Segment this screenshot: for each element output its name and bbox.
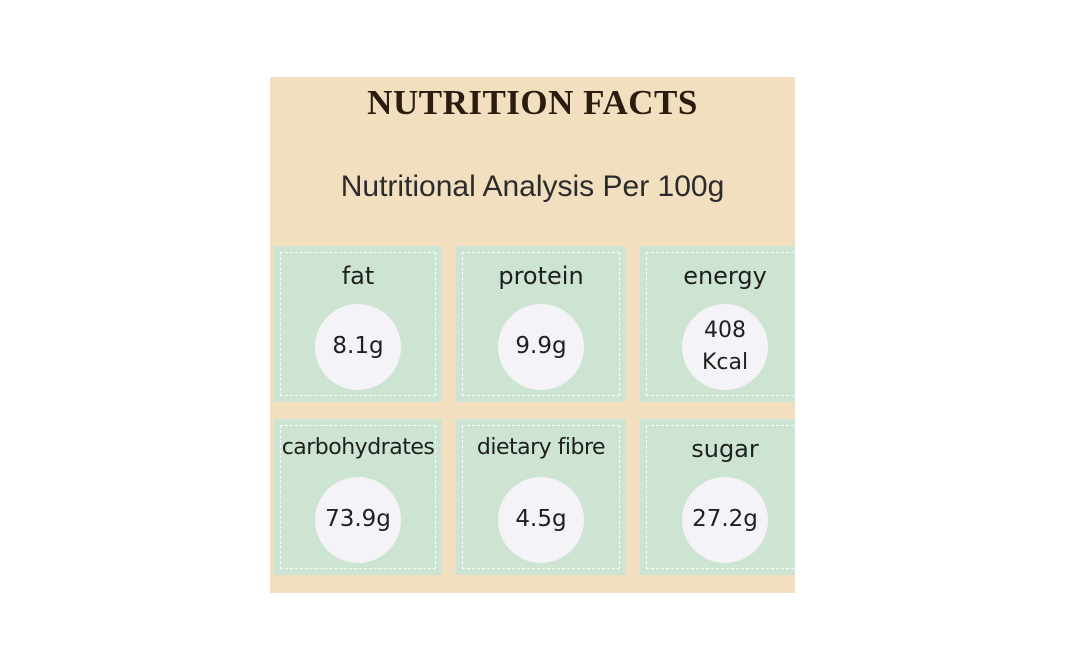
nutrient-tile-sugar: sugar 27.2g (640, 419, 795, 575)
nutrient-value: 8.1g (332, 333, 384, 360)
nutrient-value-circle: 9.9g (498, 304, 584, 390)
nutrient-name: sugar (691, 435, 759, 463)
nutrient-value-circle: 73.9g (315, 477, 401, 563)
nutrient-tile-protein: protein 9.9g (456, 246, 626, 402)
nutrient-name: fat (341, 262, 375, 290)
nutrient-value-circle: 27.2g (682, 477, 768, 563)
nutrient-tile-dietary-fibre: dietary fibre 4.5g (456, 419, 626, 575)
nutrient-value: 4.5g (515, 506, 567, 533)
nutrient-value: 9.9g (515, 333, 567, 360)
nutrient-value-circle: 408 Kcal (682, 304, 768, 390)
nutrient-tile-carbohydrates: carbohydrates 73.9g (274, 419, 442, 575)
nutrient-name: protein (498, 262, 584, 290)
nutrient-name: carbohydrates (281, 435, 435, 460)
nutrient-name: energy (683, 262, 767, 290)
nutrient-value-circle: 4.5g (498, 477, 584, 563)
nutrition-subtitle: Nutritional Analysis Per 100g (340, 170, 725, 203)
nutrition-title: NUTRITION FACTS (367, 83, 698, 122)
nutrient-value: 27.2g (692, 506, 758, 533)
nutrient-name: dietary fibre (476, 435, 606, 460)
nutrient-tile-fat: fat 8.1g (274, 246, 442, 402)
nutrient-unit: Kcal (701, 350, 749, 375)
nutrient-value-circle: 8.1g (315, 304, 401, 390)
nutrient-value: 73.9g (325, 506, 391, 533)
nutrition-label: NUTRITION FACTS Nutritional Analysis Per… (270, 77, 795, 593)
nutrient-value: 408 (704, 318, 746, 344)
nutrient-tile-energy: energy 408 Kcal (640, 246, 795, 402)
